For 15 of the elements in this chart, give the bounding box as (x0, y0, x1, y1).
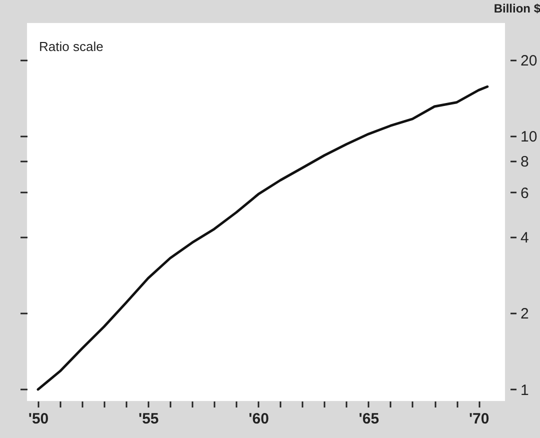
x-tick-label: '55 (138, 410, 159, 428)
x-tick-label: '65 (358, 410, 380, 428)
x-tick-label: '50 (28, 410, 49, 428)
y-tick-label: 20 (520, 52, 538, 70)
x-tick-label: '70 (468, 410, 490, 428)
y-tick-label: 2 (520, 306, 529, 323)
x-tick-label: '60 (248, 410, 269, 428)
y-axis-title: Billion $ (494, 2, 540, 16)
y-tick-label: 1 (520, 382, 529, 399)
y-tick-label: 4 (520, 229, 529, 246)
y-tick-label: 8 (520, 153, 529, 170)
y-tick-label: 10 (520, 128, 538, 146)
line-series (36, 85, 489, 391)
y-tick-label: 6 (520, 184, 529, 202)
annotation: Ratio scale (39, 39, 104, 54)
